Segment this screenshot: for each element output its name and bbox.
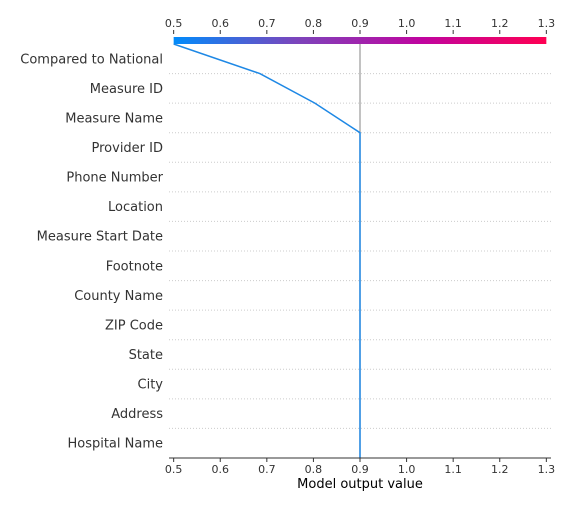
top-x-axis: 0.5 0.6 0.7 0.8 0.9 1.0 1.1 1.2 1.3 xyxy=(165,17,555,34)
x-axis-title: Model output value xyxy=(297,477,423,492)
bottom-tick-label: 1.1 xyxy=(444,463,462,476)
bottom-tick-label: 0.9 xyxy=(351,463,369,476)
bottom-tick-label: 1.3 xyxy=(538,463,556,476)
top-tick-label: 0.6 xyxy=(211,17,229,30)
bottom-tick-label: 0.8 xyxy=(305,463,323,476)
feature-label: City xyxy=(138,378,164,393)
bottom-tick-label: 0.7 xyxy=(258,463,276,476)
feature-label: Address xyxy=(111,407,163,422)
decision-path xyxy=(173,43,361,459)
bottom-tick-label: 1.0 xyxy=(398,463,416,476)
feature-label: Measure ID xyxy=(90,82,163,97)
top-tick-label: 0.7 xyxy=(258,17,276,30)
bottom-x-axis: 0.5 0.6 0.7 0.8 0.9 1.0 1.1 1.2 1.3 xyxy=(165,457,556,476)
feature-label: Compared to National xyxy=(20,52,163,67)
grid-lines xyxy=(169,73,551,459)
feature-label: State xyxy=(129,348,163,363)
bottom-tick-label: 0.5 xyxy=(165,463,183,476)
top-tick-label: 1.3 xyxy=(538,17,556,30)
top-tick-label: 1.0 xyxy=(398,17,416,30)
feature-label: Footnote xyxy=(106,259,163,274)
feature-label: Location xyxy=(108,200,163,215)
top-tick-label: 0.8 xyxy=(305,17,323,30)
feature-label: County Name xyxy=(74,289,163,304)
decision-path-line xyxy=(173,43,361,458)
top-tick-label: 1.2 xyxy=(491,17,509,30)
top-tick-label: 1.1 xyxy=(444,17,462,30)
top-tick-label: 0.5 xyxy=(165,17,183,30)
colorbar-gradient xyxy=(173,37,547,44)
feature-label: Provider ID xyxy=(92,141,164,156)
bottom-tick-label: 1.2 xyxy=(491,463,509,476)
feature-labels: Compared to National Measure ID Measure Na… xyxy=(20,52,163,451)
feature-label: Measure Start Date xyxy=(37,230,163,245)
feature-label: Phone Number xyxy=(66,171,163,186)
feature-label: ZIP Code xyxy=(105,318,163,333)
colorbar xyxy=(173,37,547,44)
bottom-tick-label: 0.6 xyxy=(211,463,229,476)
top-tick-label: 0.9 xyxy=(351,17,369,30)
feature-label: Hospital Name xyxy=(67,437,163,452)
feature-label: Measure Name xyxy=(65,111,163,126)
